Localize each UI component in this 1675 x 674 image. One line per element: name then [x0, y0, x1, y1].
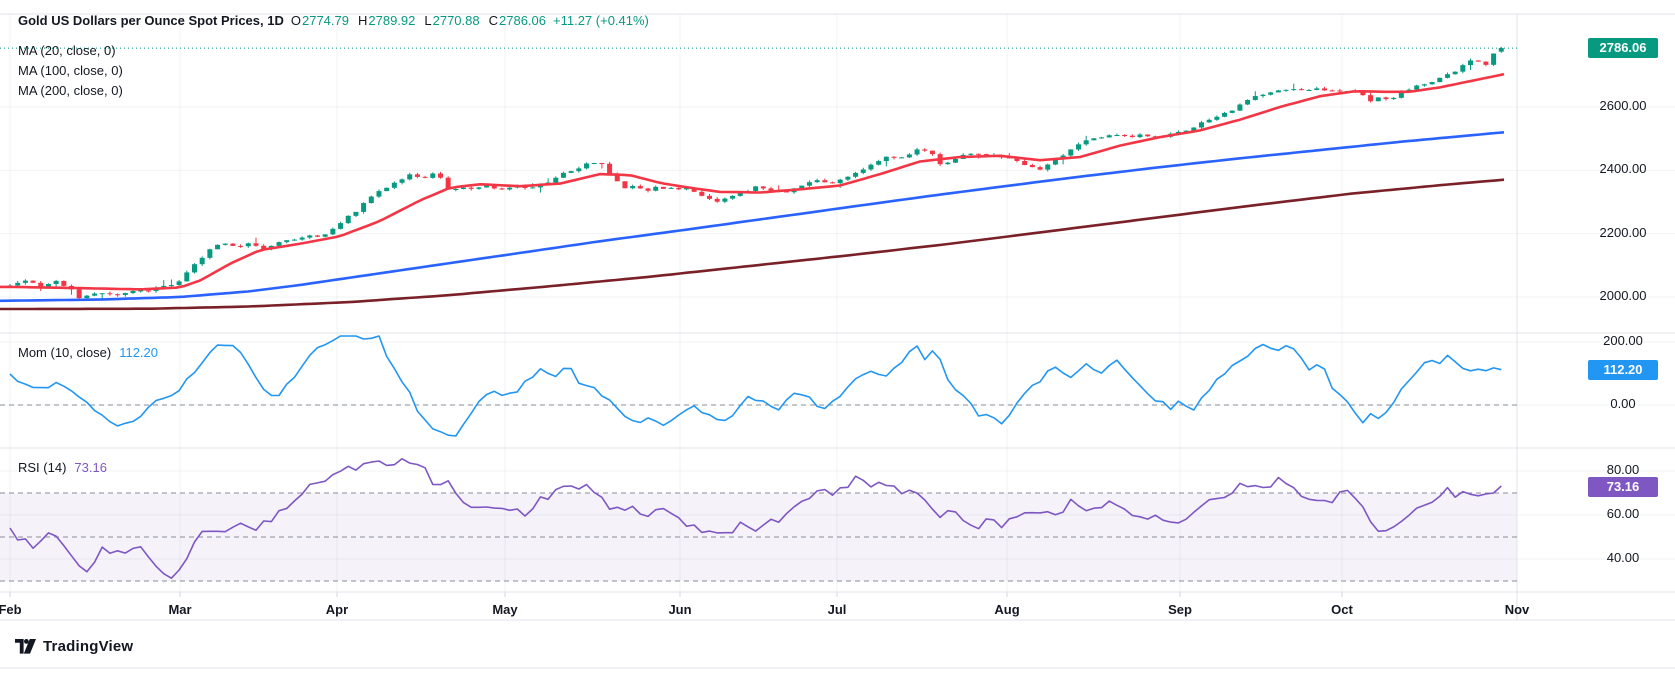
change-value: +11.27 (+0.41%) [553, 13, 649, 28]
price-axis-label: 2200.00 [1599, 224, 1647, 240]
rsi-label: RSI (14) [18, 460, 67, 475]
momentum-badge: 112.20 [1588, 360, 1658, 380]
rsi-axis-label: 40.00 [1606, 550, 1640, 565]
price-axis-label: 2400.00 [1599, 161, 1647, 177]
month-label-may: May [492, 602, 518, 617]
momentum-legend[interactable]: Mom (10, close) 112.20 [18, 345, 158, 360]
price-axis-label: 2000.00 [1599, 288, 1647, 303]
month-label-apr: Apr [325, 602, 349, 617]
momentum-axis-label: 200.00 [1603, 333, 1643, 348]
momentum-axis-label: 0.00 [1610, 396, 1636, 411]
ma-20-label[interactable]: MA (20, close, 0) [18, 43, 116, 58]
month-label-jun: Jun [668, 602, 692, 617]
ohlc-h: H 2789.92 [357, 13, 416, 28]
momentum-value: 112.20 [119, 345, 158, 360]
price-axis-label: 2600.00 [1599, 98, 1647, 113]
rsi-legend[interactable]: RSI (14) 73.16 [18, 460, 107, 475]
rsi-badge: 73.16 [1588, 477, 1658, 497]
ohlc-o: O 2774.79 [290, 13, 349, 28]
rsi-axis-label: 60.00 [1606, 506, 1640, 521]
ma-100-label[interactable]: MA (100, close, 0) [18, 63, 123, 78]
month-label-sep: Sep [1168, 602, 1192, 617]
footer-brand-link[interactable]: TradingView [15, 638, 133, 655]
ohlc-values: O 2774.79 H 2789.92 L 2770.88 C 2786.06 [291, 13, 546, 28]
chart-title: Gold US Dollars per Ounce Spot Prices, 1… [18, 13, 284, 28]
last-price-badge: 2786.06 [1588, 38, 1658, 58]
rsi-axis-label: 80.00 [1606, 462, 1640, 477]
chart-legend[interactable]: Gold US Dollars per Ounce Spot Prices, 1… [18, 13, 649, 28]
month-label-jul: Jul [827, 602, 847, 617]
ohlc-l: L 2770.88 [424, 13, 480, 28]
month-label-nov: Nov [1504, 602, 1530, 617]
tradingview-logo-icon [15, 639, 36, 654]
ohlc-c: C 2786.06 [488, 13, 546, 28]
month-label-feb: Feb [0, 602, 22, 617]
ma-200-label[interactable]: MA (200, close, 0) [18, 83, 123, 98]
month-label-aug: Aug [994, 602, 1020, 617]
month-label-mar: Mar [168, 602, 192, 617]
momentum-label: Mom (10, close) [18, 345, 112, 360]
rsi-value: 73.16 [74, 460, 107, 475]
month-label-oct: Oct [1331, 602, 1353, 617]
footer-brand-text: TradingView [43, 638, 134, 655]
